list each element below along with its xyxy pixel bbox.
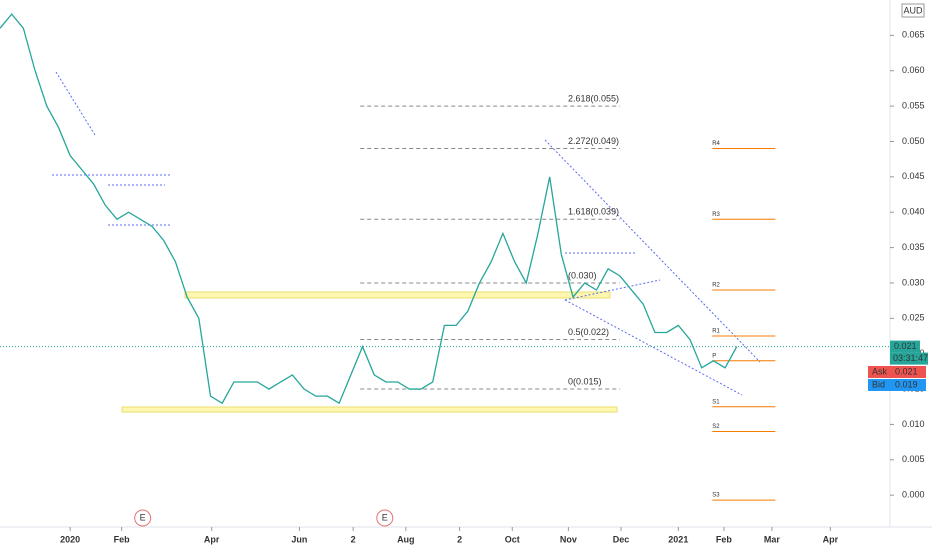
countdown-text: 03:31:47 — [893, 353, 928, 363]
trend-line — [55, 71, 96, 136]
currency: AUD — [903, 5, 923, 15]
y-tick-label: 0.005 — [902, 454, 925, 464]
x-tick-label: Feb — [114, 534, 131, 544]
y-tick-label: 0.065 — [902, 30, 925, 40]
y-tick-label: 0.040 — [902, 207, 925, 217]
fib-label: 0(0.015) — [568, 376, 602, 386]
fib-label: 0.5(0.022) — [568, 327, 609, 337]
y-tick-label: 0.025 — [902, 313, 925, 323]
pivot-label: S1 — [712, 399, 720, 405]
bid-tag — [868, 379, 926, 391]
price-line — [0, 13, 738, 405]
y-tick-label: 0.035 — [902, 242, 925, 252]
x-tick-label: Jun — [291, 534, 307, 544]
bid-value: 0.019 — [895, 379, 918, 389]
y-tick-label: 0.045 — [902, 171, 925, 181]
currency-box[interactable] — [901, 3, 925, 18]
pivot-label: R4 — [712, 141, 720, 147]
x-tick-label: 2 — [351, 534, 356, 544]
trend-line — [564, 279, 661, 301]
pivot-label: P — [712, 353, 716, 359]
earnings-marker — [134, 509, 152, 527]
fib-label: (0.030) — [568, 270, 597, 280]
x-tick-label: Aug — [397, 534, 415, 544]
x-tick-label: Feb — [716, 534, 733, 544]
pivot-label: R1 — [712, 329, 720, 335]
last-price-tag — [890, 340, 920, 353]
pivot-label: S2 — [712, 424, 720, 430]
countdown-tag — [890, 352, 928, 365]
x-tick-label: Apr — [823, 534, 839, 544]
x-tick-label: Mar — [764, 534, 781, 544]
fib-label: 2.618(0.055) — [568, 93, 619, 103]
last-price-text: 0.021 — [894, 341, 917, 351]
fib-label: 2.272(0.049) — [568, 136, 619, 146]
ask-tag — [868, 366, 926, 378]
x-tick-label: Nov — [560, 534, 577, 544]
zone — [184, 291, 611, 299]
bid-label: Bid — [872, 379, 885, 389]
y-tick-label: 0.010 — [902, 419, 925, 429]
x-tick-label: Apr — [204, 534, 220, 544]
x-tick-label: Oct — [505, 534, 520, 544]
y-tick-label: 0.055 — [902, 100, 925, 110]
pivot-label: R2 — [712, 283, 720, 289]
y-tick-label: 0.050 — [902, 136, 925, 146]
earnings-label: E — [382, 512, 388, 522]
ask-value: 0.021 — [895, 366, 918, 376]
pivot-label: S3 — [712, 493, 720, 499]
earnings-marker — [376, 509, 394, 527]
y-tick-label: 0.060 — [902, 65, 925, 75]
earnings-label: E — [140, 512, 146, 522]
trend-line — [544, 139, 761, 363]
trend-line — [564, 299, 743, 396]
pivot-label: R3 — [712, 212, 720, 218]
ask-label: Ask — [872, 366, 888, 376]
x-tick-label: 2021 — [668, 534, 688, 544]
y-tick-label: 0.000 — [902, 490, 925, 500]
x-tick-label: 2020 — [60, 534, 80, 544]
zone — [121, 406, 618, 413]
fib-label: 1.618(0.039) — [568, 207, 619, 217]
x-tick-label: Dec — [613, 534, 630, 544]
y-tick-label: 0.030 — [902, 277, 925, 287]
x-tick-label: 2 — [457, 534, 462, 544]
